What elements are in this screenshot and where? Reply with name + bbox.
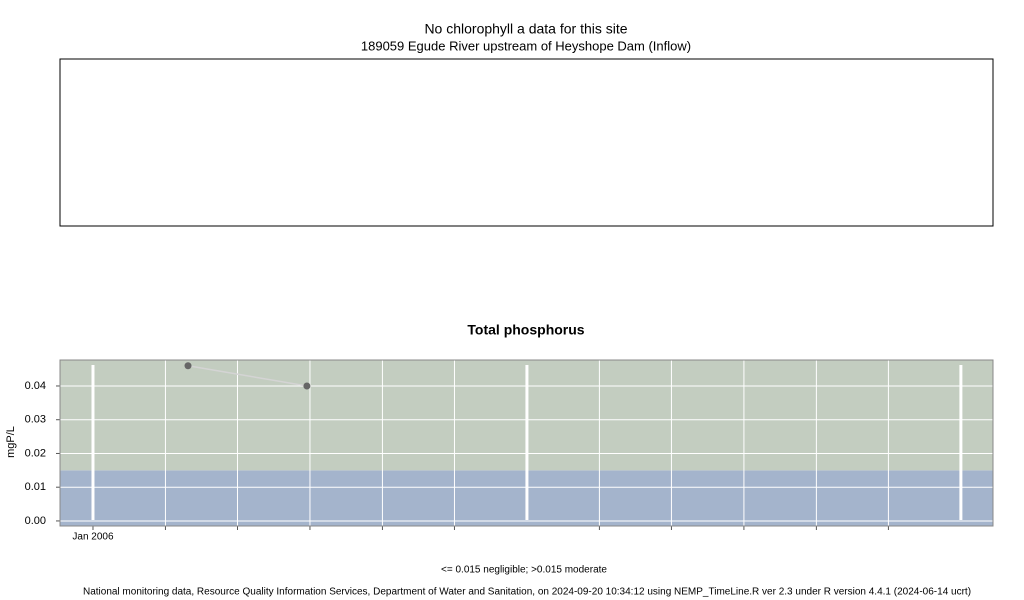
- y-tick-label: 0.04: [25, 380, 46, 392]
- note: <= 0.015 negligible; >0.015 moderate: [441, 565, 607, 576]
- chart-title: No chlorophyll a data for this site: [424, 21, 627, 37]
- empty-panel: [59, 58, 994, 227]
- chart-title: Total phosphorus: [467, 322, 584, 338]
- y-tick-label: 0.00: [25, 515, 46, 527]
- data-point: [303, 382, 311, 390]
- y-tick-label: 0.01: [25, 481, 46, 493]
- chart-subtitle: 189059 Egude River upstream of Heyshope …: [361, 38, 691, 53]
- footer: National monitoring data, Resource Quali…: [83, 587, 971, 598]
- series-line: [187, 364, 308, 387]
- x-tick-label: Jan 2006: [72, 532, 114, 543]
- y-tick-label: 0.02: [25, 447, 46, 459]
- y-tick-label: 0.03: [25, 414, 46, 426]
- plot-frame: [59, 359, 994, 527]
- data-point: [184, 362, 192, 370]
- y-axis-label: mgP/L: [5, 426, 17, 458]
